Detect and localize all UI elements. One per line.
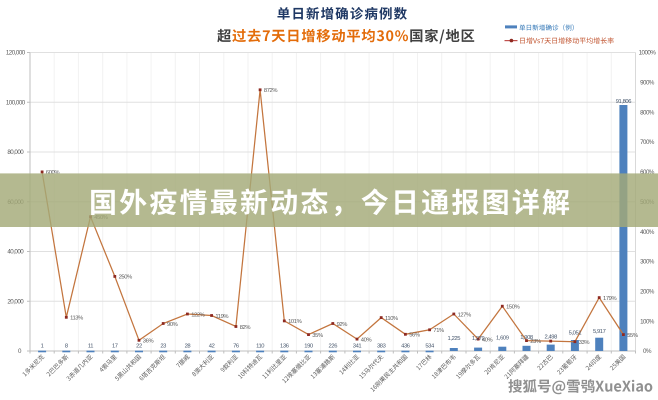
svg-text:101%: 101% xyxy=(288,319,301,325)
svg-text:8: 8 xyxy=(65,343,68,349)
svg-text:33%: 33% xyxy=(579,340,590,346)
svg-text:250%: 250% xyxy=(119,275,132,281)
svg-text:82%: 82% xyxy=(240,325,251,331)
svg-text:341: 341 xyxy=(353,343,362,349)
svg-text:872%: 872% xyxy=(264,88,277,94)
svg-text:1: 1 xyxy=(41,343,44,349)
svg-text:110%: 110% xyxy=(385,316,398,322)
svg-text:1,908: 1,908 xyxy=(520,335,533,341)
svg-text:300%: 300% xyxy=(640,259,655,266)
svg-text:226: 226 xyxy=(329,343,338,349)
svg-text:200%: 200% xyxy=(640,289,655,296)
svg-text:71%: 71% xyxy=(433,328,444,334)
svg-text:700%: 700% xyxy=(640,139,655,146)
svg-text:40%: 40% xyxy=(361,337,372,343)
svg-text:136: 136 xyxy=(280,343,289,349)
svg-text:120,000: 120,000 xyxy=(6,50,26,57)
svg-text:534: 534 xyxy=(425,343,435,349)
svg-text:2,498: 2,498 xyxy=(544,335,557,341)
svg-text:150%: 150% xyxy=(506,305,519,311)
svg-text:1,609: 1,609 xyxy=(496,336,509,342)
svg-text:56%: 56% xyxy=(409,333,420,339)
svg-text:110: 110 xyxy=(256,343,264,349)
svg-text:190: 190 xyxy=(304,343,313,349)
svg-text:1,225: 1,225 xyxy=(448,336,461,342)
svg-text:119%: 119% xyxy=(215,314,228,320)
svg-text:35%: 35% xyxy=(312,333,323,339)
svg-text:600%: 600% xyxy=(640,169,655,176)
svg-text:22: 22 xyxy=(136,343,142,349)
svg-text:800%: 800% xyxy=(640,109,655,116)
svg-text:0%: 0% xyxy=(643,348,652,355)
svg-text:55%: 55% xyxy=(627,333,638,339)
svg-text:100%: 100% xyxy=(640,318,655,325)
svg-text:400%: 400% xyxy=(640,229,655,236)
svg-text:40,000: 40,000 xyxy=(7,249,24,256)
svg-text:76: 76 xyxy=(233,343,239,349)
svg-text:900%: 900% xyxy=(640,80,655,87)
svg-text:42: 42 xyxy=(209,343,215,349)
svg-text:23%: 23% xyxy=(530,339,541,345)
svg-text:1,279: 1,279 xyxy=(472,336,485,342)
svg-text:90%: 90% xyxy=(167,322,178,328)
svg-text:92%: 92% xyxy=(337,322,348,328)
svg-text:11: 11 xyxy=(88,343,93,349)
svg-text:36%: 36% xyxy=(143,339,154,345)
svg-text:127%: 127% xyxy=(458,312,471,318)
svg-text:28: 28 xyxy=(185,343,191,349)
svg-text:436: 436 xyxy=(401,343,410,349)
svg-text:1000%: 1000% xyxy=(639,50,657,57)
svg-text:113%: 113% xyxy=(70,316,83,322)
svg-text:600%: 600% xyxy=(46,170,59,176)
svg-text:5,917: 5,917 xyxy=(593,329,606,335)
svg-text:23: 23 xyxy=(160,343,166,349)
svg-text:80,000: 80,000 xyxy=(7,149,24,156)
svg-text:122%: 122% xyxy=(191,312,204,318)
svg-text:91,806: 91,806 xyxy=(616,99,632,105)
svg-text:383: 383 xyxy=(377,343,386,349)
svg-text:0: 0 xyxy=(18,348,22,355)
svg-text:179%: 179% xyxy=(603,296,616,302)
svg-text:17: 17 xyxy=(112,343,118,349)
svg-text:20,000: 20,000 xyxy=(7,298,24,305)
svg-text:100,000: 100,000 xyxy=(6,100,26,107)
svg-text:40%: 40% xyxy=(482,337,493,343)
svg-text:5,051: 5,051 xyxy=(569,331,582,337)
